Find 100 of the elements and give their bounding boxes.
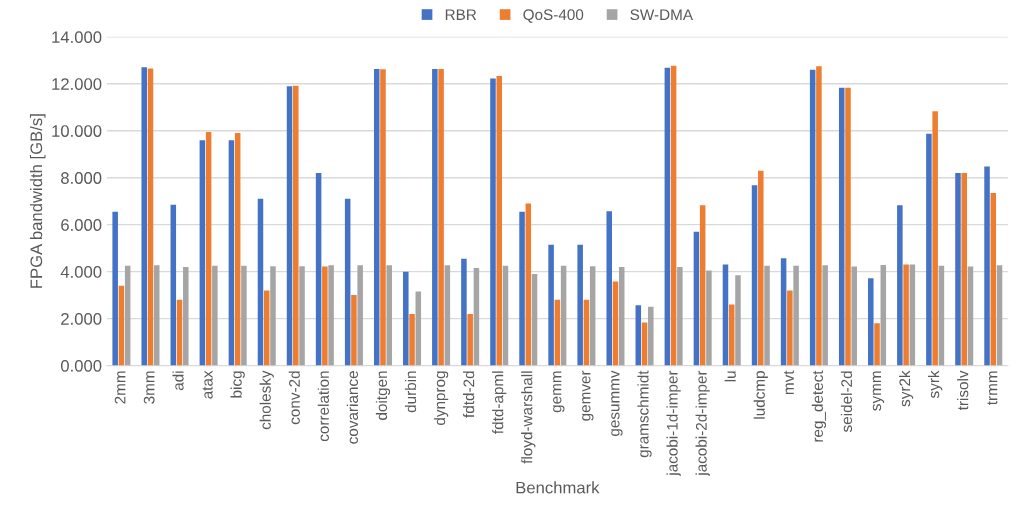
bar [722, 264, 729, 366]
bar [787, 290, 793, 366]
bar [241, 265, 247, 366]
bar [473, 268, 480, 366]
x-tick-label: fdtd-apml [492, 371, 507, 434]
bar [380, 69, 386, 366]
bar [502, 265, 509, 366]
bar [996, 265, 1003, 366]
bar [386, 265, 392, 366]
x-tick-label: ludcmp [753, 371, 768, 419]
bar [606, 211, 612, 366]
bar [118, 285, 125, 366]
y-tick-label: 6.000 [61, 219, 102, 231]
x-tick-label: gemver [582, 370, 594, 421]
bar [845, 87, 851, 366]
bar [822, 265, 828, 366]
bar [263, 290, 270, 366]
x-tick-label: syrk [928, 370, 943, 399]
bar [373, 68, 380, 366]
bar [938, 265, 945, 366]
bar [577, 244, 583, 366]
bar [868, 278, 874, 366]
legend-label: SW-DMA [630, 9, 694, 21]
x-tick-label: atax [202, 370, 213, 399]
x-tick-label: floyd-warshall [521, 371, 536, 464]
bar [961, 173, 967, 366]
bar [438, 68, 444, 366]
bar [525, 203, 532, 366]
x-tick-label: dynprog [433, 371, 449, 425]
bar [816, 66, 822, 366]
bar [183, 266, 189, 366]
bar [903, 264, 909, 366]
x-tick-label: conv-2d [288, 371, 300, 425]
bar [677, 266, 683, 366]
x-tick-label: durbin [404, 371, 417, 413]
x-tick-label: covariance [346, 371, 359, 444]
bar [490, 78, 496, 366]
bar [699, 205, 706, 366]
bar [955, 173, 961, 366]
bar [926, 133, 932, 366]
bar [212, 265, 218, 366]
x-tick-label: jacobi-2d-imper [695, 370, 710, 477]
bar [897, 205, 903, 366]
bar [205, 131, 212, 366]
bar [432, 68, 438, 366]
bar [780, 258, 787, 366]
bar [751, 185, 758, 366]
x-tick-label: gesummv [611, 370, 623, 437]
x-tick-label: trmm [987, 371, 998, 405]
bar [357, 265, 363, 366]
x-axis-title: Benchmark [516, 481, 600, 494]
x-tick-label: symm [872, 371, 885, 411]
y-tick-label: 14.000 [52, 31, 102, 44]
y-tick-label: 4.000 [60, 266, 102, 278]
bar [170, 204, 177, 366]
bar [793, 265, 799, 366]
y-tick-label: 2.000 [61, 313, 102, 325]
x-tick-label: adi [172, 371, 184, 391]
x-tick-label: doitgen [375, 371, 391, 420]
x-tick-label: syr2k [898, 370, 914, 407]
bar [589, 266, 596, 366]
y-axis-title: FPGA bandwidth [GB/s] [29, 114, 46, 288]
x-tick-label: seidel-2d [840, 371, 853, 432]
x-tick-label: trisolv [957, 370, 969, 411]
bar [880, 265, 887, 366]
x-tick-label: 2mm [114, 371, 126, 404]
x-tick-label: lu [724, 371, 736, 382]
bar [670, 65, 677, 366]
bar [344, 198, 351, 366]
bar [496, 76, 502, 366]
bar [764, 265, 770, 366]
bar [124, 265, 131, 366]
bar [519, 211, 525, 366]
bar [809, 69, 816, 366]
bar [984, 166, 990, 366]
bar [257, 198, 264, 366]
bar [147, 68, 154, 366]
bar [153, 265, 160, 366]
bar [315, 173, 322, 366]
bar [270, 266, 276, 366]
x-tick-label: 3mm [143, 371, 155, 404]
bar [293, 85, 299, 366]
x-tick-label: mvt [783, 370, 794, 395]
bar [583, 299, 590, 366]
bar [234, 133, 241, 366]
bar [664, 67, 671, 366]
bar [706, 270, 712, 366]
x-tick-label: gemm [553, 371, 565, 413]
bar [838, 87, 845, 366]
x-tick-label: reg_detect [811, 370, 827, 442]
x-tick-label: jacobi-1d-imper [666, 370, 681, 477]
bar [932, 111, 938, 366]
bar [618, 266, 625, 366]
bar [531, 273, 538, 366]
bar [444, 265, 451, 366]
bar [635, 305, 642, 366]
bar [409, 313, 415, 366]
bar [141, 67, 147, 366]
bar [328, 265, 334, 366]
bar [322, 266, 328, 366]
